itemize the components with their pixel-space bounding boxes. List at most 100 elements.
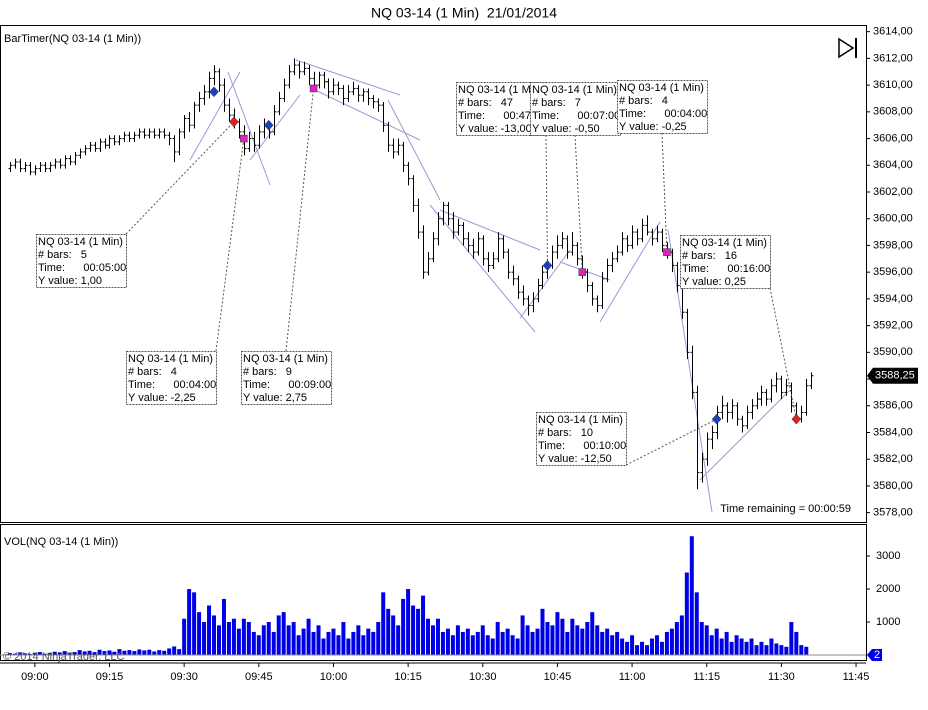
volume-bar [321, 638, 326, 656]
volume-bar [62, 651, 67, 656]
play-button[interactable] [838, 38, 858, 58]
volume-bar [729, 641, 734, 656]
indicator-label: VOL(NQ 03-14 (1 Min)) [4, 536, 118, 548]
volume-bar [22, 653, 27, 656]
volume-bar [12, 653, 17, 656]
volume-bar [207, 605, 212, 656]
play-icon[interactable] [838, 37, 858, 59]
volume-bar [669, 628, 674, 656]
annotation-line: Time: 00:09:00 [243, 379, 331, 391]
annotation-frame [536, 412, 627, 466]
volume-bar [117, 649, 122, 656]
volume-bar [341, 622, 346, 656]
y-tick-label: 1000 [876, 616, 900, 628]
annotation-connector [625, 418, 717, 466]
marker-diamond [263, 119, 274, 131]
volume-bar [635, 645, 640, 656]
y-tick-label: 3602,00 [873, 186, 913, 198]
y-tick-label: 3608,00 [873, 106, 913, 118]
volume-bar [654, 635, 659, 656]
volume-bar [251, 631, 256, 656]
trend-line [227, 71, 271, 186]
trend-line [699, 389, 791, 481]
volume-bar [271, 631, 276, 656]
x-tick-label: 10:30 [469, 671, 497, 683]
volume-bar [794, 631, 799, 656]
volume-bar [764, 645, 769, 656]
volume-bar [590, 612, 595, 656]
volume-bar [610, 635, 615, 656]
y-tick-label: 3604,00 [873, 159, 913, 171]
annotation-frame [36, 234, 127, 288]
volume-bar [754, 645, 759, 656]
volume-bar [645, 645, 650, 656]
marker-square [309, 84, 318, 93]
annotation-line: Y value: -13,00 [458, 123, 532, 135]
volume-bar [465, 628, 470, 656]
volume-bar [540, 608, 545, 656]
marker-square [578, 268, 587, 276]
volume-bar [82, 651, 87, 656]
x-tick-label: 11:45 [843, 671, 870, 683]
volume-bar [426, 618, 431, 656]
y-tick-label: 3594,00 [873, 293, 913, 305]
volume-panel [0, 524, 867, 661]
volume-bar [719, 638, 724, 656]
annotation-line: # bars: 10 [538, 427, 593, 439]
trend-line [295, 59, 401, 96]
annotation-line: Y value: -2,25 [128, 392, 196, 404]
volume-bar [416, 608, 421, 656]
annotation-connector [125, 121, 235, 235]
volume-bar [241, 618, 246, 656]
volume-bar [679, 615, 684, 656]
annotation-line: # bars: 47 [458, 97, 513, 109]
volume-bar [167, 648, 172, 656]
annotation-line: # bars: 9 [243, 366, 292, 378]
volume-bar [142, 650, 147, 656]
volume-bar [789, 622, 794, 656]
volume-bar [356, 625, 361, 656]
volume-bar [779, 645, 784, 656]
marker-diamond [711, 413, 722, 425]
volume-bar [202, 622, 207, 656]
volume-bar [525, 625, 530, 656]
y-tick-label: 3586,00 [873, 400, 913, 412]
y-tick-label: 3590,00 [873, 346, 913, 358]
volume-bar [475, 631, 480, 656]
volume-bar [326, 631, 331, 656]
volume-bar [649, 638, 654, 656]
volume-bar [570, 618, 575, 656]
trend-line [599, 221, 661, 323]
volume-bar [625, 641, 630, 656]
volume-bar [137, 649, 142, 656]
volume-bar [406, 589, 411, 656]
volume-bar [361, 635, 366, 656]
marker-square [240, 134, 248, 143]
volume-bar [550, 625, 555, 656]
volume-bar [630, 635, 635, 656]
annotation-connector [574, 134, 583, 273]
volume-bar [411, 605, 416, 656]
volume-bar [699, 622, 704, 656]
volume-bar [734, 635, 739, 656]
volume-bar [560, 618, 565, 656]
volume-bar [401, 598, 406, 656]
volume-bar [460, 631, 465, 656]
volume-bar [485, 635, 490, 656]
volume-bar [381, 592, 386, 656]
y-tick-label: 3584,00 [873, 426, 913, 438]
annotation-line: # bars: 4 [128, 366, 177, 378]
annotation-line: Y value: -0,25 [619, 121, 687, 133]
marker-diamond [229, 116, 239, 128]
trend-line [387, 99, 441, 201]
annotation-line: Time: 00:04:00 [619, 108, 707, 120]
y-tick-label: 3606,00 [873, 132, 913, 144]
trend-line [667, 229, 713, 513]
volume-bar [515, 638, 520, 656]
volume-bar [7, 653, 12, 656]
x-tick-label: 11:15 [693, 671, 720, 683]
